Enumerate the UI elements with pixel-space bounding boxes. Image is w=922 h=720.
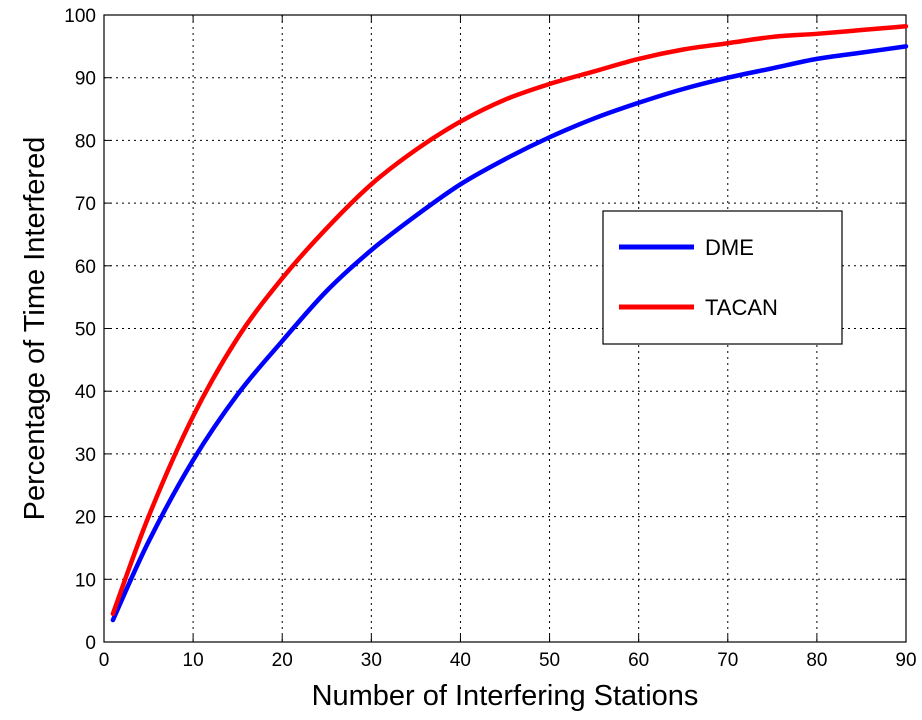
y-tick-label: 50	[75, 320, 96, 341]
y-tick-label: 60	[75, 257, 96, 278]
x-tick-label: 40	[450, 650, 471, 671]
x-tick-label: 80	[806, 650, 827, 671]
y-tick-label: 80	[75, 131, 96, 152]
axis-ticks: 0 10 20 30 40 50 60 70 80 90 0 10 20 30 40 50 60 70 80 90 10…	[64, 6, 916, 671]
x-tick-label: 70	[717, 650, 738, 671]
y-tick-label: 20	[75, 508, 96, 529]
legend: DME TACAN	[602, 210, 843, 345]
x-tick-label: 90	[895, 650, 916, 671]
y-axis-title: Percentage of Time Interfered	[19, 137, 51, 521]
legend-label-dme: DME	[705, 235, 754, 260]
x-tick-label: 20	[272, 650, 293, 671]
x-tick-label: 60	[628, 650, 649, 671]
y-tick-label: 70	[75, 194, 96, 215]
series-lines	[110, 24, 909, 623]
x-tick-label: 30	[361, 650, 382, 671]
y-tick-label: 0	[85, 633, 96, 654]
series-line-tacan	[110, 24, 909, 617]
y-tick-label: 30	[75, 445, 96, 466]
x-tick-label: 10	[183, 650, 204, 671]
x-axis-title: Number of Interfering Stations	[312, 680, 699, 712]
series-line-dme	[110, 44, 909, 623]
legend-box	[602, 210, 843, 345]
y-tick-label: 100	[64, 6, 96, 27]
y-tick-label: 90	[75, 69, 96, 90]
x-tick-label: 50	[539, 650, 560, 671]
legend-label-tacan: TACAN	[705, 295, 778, 320]
x-tick-label: 0	[99, 650, 110, 671]
y-tick-label: 10	[75, 570, 96, 591]
y-tick-label: 40	[75, 382, 96, 403]
